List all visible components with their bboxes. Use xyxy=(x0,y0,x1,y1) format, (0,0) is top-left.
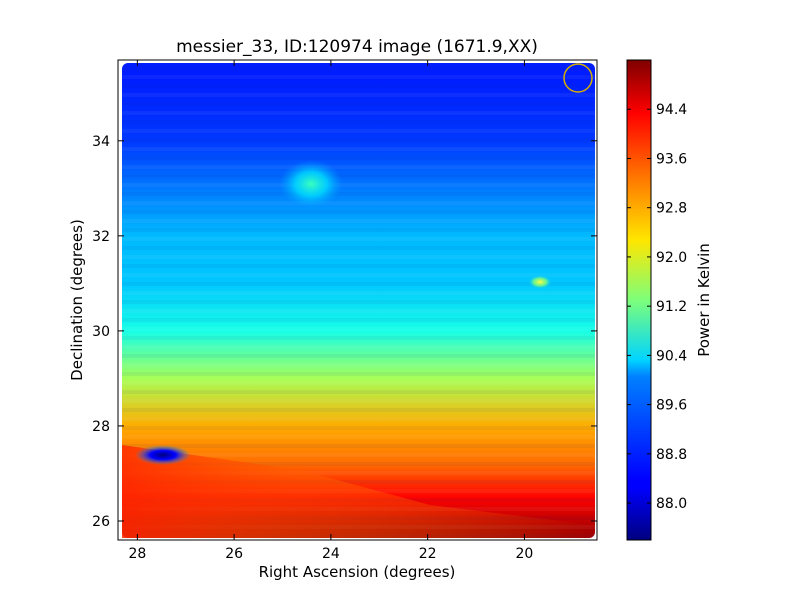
cold-spot xyxy=(135,445,191,465)
y-tick-label: 28 xyxy=(92,419,110,435)
scan-stripe xyxy=(122,471,595,475)
x-tick-label: 26 xyxy=(225,546,243,562)
scan-stripe xyxy=(122,264,595,268)
heatmap-field xyxy=(122,63,595,538)
y-axis-label: Declination (degrees) xyxy=(68,219,86,381)
colorbar-tick-label: 92.0 xyxy=(656,250,687,266)
colorbar xyxy=(626,59,652,541)
scan-stripe xyxy=(122,282,595,286)
scan-stripe xyxy=(122,201,595,205)
scan-stripe xyxy=(122,417,595,421)
x-tick-label: 20 xyxy=(516,546,534,562)
x-tick-label: 22 xyxy=(419,546,437,562)
scan-stripe xyxy=(122,84,595,88)
scan-stripe xyxy=(122,183,595,187)
warm-wedge xyxy=(122,445,595,538)
scan-stripe xyxy=(122,462,595,466)
colorbar-label: Power in Kelvin xyxy=(695,243,713,357)
scan-stripe xyxy=(122,435,595,439)
scan-stripe xyxy=(122,75,595,79)
scan-stripe xyxy=(122,255,595,259)
chart-title: messier_33, ID:120974 image (1671.9,XX) xyxy=(176,37,538,57)
scan-stripe xyxy=(122,156,595,160)
x-axis: 28 26 24 22 20 xyxy=(128,60,533,562)
scan-stripe xyxy=(122,120,595,124)
colorbar-tick-label: 91.2 xyxy=(656,299,687,315)
colorbar-tick-label: 92.8 xyxy=(656,201,687,217)
y-tick-label: 26 xyxy=(92,514,110,530)
colorbar-tick-label: 93.6 xyxy=(656,151,687,167)
colorbar-tick-label: 88.8 xyxy=(656,447,687,463)
plot-frame xyxy=(117,59,598,541)
scan-stripe xyxy=(122,147,595,151)
scan-stripe xyxy=(122,273,595,277)
scan-stripe xyxy=(122,192,595,196)
scan-stripe xyxy=(122,336,595,340)
beam-circle xyxy=(563,63,593,93)
colorbar-tick-label: 94.4 xyxy=(656,102,687,118)
scan-stripe xyxy=(122,426,595,430)
colorbar-tick-label: 89.6 xyxy=(656,398,687,414)
x-axis-label: Right Ascension (degrees) xyxy=(259,563,456,581)
scan-stripe xyxy=(122,408,595,412)
scan-stripe xyxy=(122,138,595,142)
scan-stripe xyxy=(122,327,595,331)
y-axis: 26 28 30 32 34 xyxy=(92,134,597,530)
hot-spot xyxy=(528,275,552,289)
scan-stripe xyxy=(122,480,595,484)
y-tick-label: 32 xyxy=(92,229,110,245)
colorbar-tick-label: 88.0 xyxy=(656,496,687,512)
scan-stripe xyxy=(122,174,595,178)
scan-stripe xyxy=(122,93,595,97)
scan-stripe xyxy=(122,210,595,214)
scan-stripe xyxy=(122,354,595,358)
scan-stripe xyxy=(122,102,595,106)
scan-stripe xyxy=(122,318,595,322)
scan-stripe xyxy=(122,165,595,169)
y-tick-label: 30 xyxy=(92,324,110,340)
scan-stripe xyxy=(122,219,595,223)
scan-stripe xyxy=(122,246,595,250)
scan-stripe xyxy=(122,237,595,241)
scan-stripe xyxy=(122,129,595,133)
scan-stripe xyxy=(122,399,595,403)
colorbar-tick-label: 90.4 xyxy=(656,348,687,364)
hot-spot xyxy=(279,160,343,208)
scan-stripe xyxy=(122,381,595,385)
scan-stripe xyxy=(122,345,595,349)
scan-stripe xyxy=(122,291,595,295)
scan-stripe xyxy=(122,363,595,367)
x-tick-label: 28 xyxy=(128,546,146,562)
scan-stripe xyxy=(122,390,595,394)
scan-stripe xyxy=(122,372,595,376)
x-tick-label: 24 xyxy=(322,546,340,562)
scan-stripe xyxy=(122,444,595,448)
colorbar-ticks: 88.0 88.8 89.6 90.4 91.2 92.0 92.8 93.6 94.4 xyxy=(627,102,687,512)
scan-stripe xyxy=(122,300,595,304)
scan-stripe xyxy=(122,453,595,457)
scan-stripe xyxy=(122,66,595,70)
scan-stripe xyxy=(122,228,595,232)
y-tick-label: 34 xyxy=(92,134,110,150)
scan-stripe xyxy=(122,111,595,115)
plot-area xyxy=(118,60,597,540)
scan-stripe xyxy=(122,309,595,313)
